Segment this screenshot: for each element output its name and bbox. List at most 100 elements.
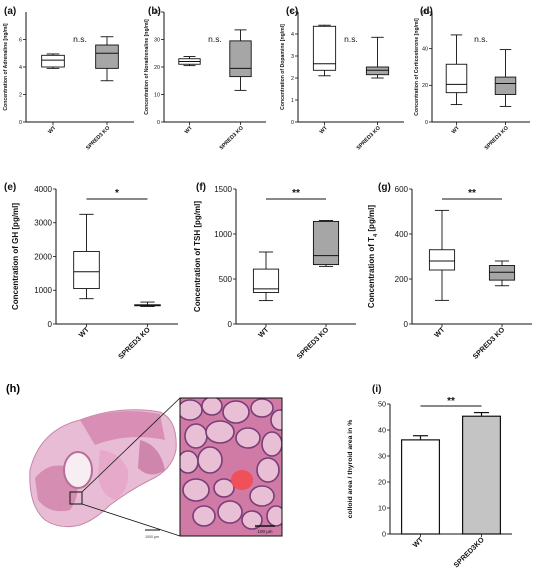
follicle [217,500,243,524]
box-body [95,44,119,69]
follicle [266,505,282,527]
zoom-connector-top [81,397,181,493]
significance-label: n.s. [474,34,488,44]
box-wt [178,56,201,67]
y-axis-label: Concentration of GH [pg/ml] [11,203,20,310]
y-tick-label: 4000 [34,185,52,194]
overview-scale-bar-label: 1000 μm [145,535,159,539]
y-axis-label: Concentration of T4 [pg/ml] [367,205,379,308]
box-body [428,249,456,271]
y-tick-label: 50 [378,400,386,409]
histology-zoom-image: 100 μm [179,397,283,537]
y-tick-label: 40 [154,10,160,16]
y-axis-label-text: Concentration of Noradrenaline [ng/ml] [144,19,150,115]
y-tick-label: 2 [291,76,294,82]
follicle [256,457,280,483]
follicle [235,427,261,449]
y-tick-label: 600 [395,185,409,194]
box-body [312,25,337,71]
significance-label: ** [468,188,476,199]
category-label: SPRED3 KO [356,125,382,151]
category-label: SPRED3 KO [116,325,152,361]
box-wt [312,24,337,77]
charts-layer: (a) 0 2 4 6 Concentration of Adrenaline [ng/m… [3,6,532,569]
panel-label-h: (h) [6,383,20,395]
histology-panel: (h) 1000 μm 100 μm [6,383,283,539]
box-body [252,268,280,293]
box-wt [41,53,65,69]
box-spred3-ko [494,49,517,107]
y-tick-label: 3000 [34,219,52,228]
follicle [184,423,208,449]
category-label: WT [256,325,271,340]
follicle [222,400,250,424]
box-spred3-ko [312,220,340,267]
y-tick-label: 2000 [34,252,52,261]
significance-label: n.s. [208,34,222,44]
y-axis-label-text: Concentration of Adrenaline [ng/ml] [3,23,9,111]
chart-panel-i: (i) 0 10 20 30 40 50 colloid area / thyroid are… [347,384,512,569]
y-tick-label: 0 [228,320,233,329]
box-wt [445,34,468,106]
y-tick-label: 60 [422,10,428,16]
y-tick-label: 20 [154,65,160,71]
box-body [445,63,468,94]
y-tick-label: 0 [157,120,160,126]
box-spred3-ko [134,301,161,307]
box-wt [428,209,456,301]
box-body [229,40,252,78]
follicle [197,446,223,474]
y-axis-label-text: Concentration of GH [pg/ml] [11,203,20,310]
y-axis-label-unit: [pg/ml] [367,205,376,234]
bar-wt [400,439,441,535]
y-axis-label: Concentration of TSH [pg/ml] [193,201,202,312]
y-axis-label-sub: 4 [373,233,379,237]
panel-label: (e) [4,182,16,193]
y-tick-label: 20 [378,478,386,487]
colloid-highlight [231,470,253,490]
y-axis-label-text: Concentration of Corticosterone [ng/ml] [414,18,420,116]
chart-panel-c: (c) 0 1 2 3 4 5 Concentration of Dopamine [ng/m… [280,6,404,151]
panel-label: (d) [420,6,433,17]
panel-label: (a) [4,6,16,17]
y-axis-label-text: Concentration of TSH [pg/ml] [193,201,202,312]
chart-panel-a: (a) 0 2 4 6 Concentration of Adrenaline [ng/m… [3,6,134,151]
follicle [182,478,210,502]
y-tick-label: 1000 [34,286,52,295]
y-tick-label: 200 [395,275,409,284]
category-label: SPRED3 KO [484,125,510,151]
follicle [192,505,216,527]
bar-spred3ko [461,415,502,535]
y-axis-label-text: Concentration of Dopamine [ng/ml] [280,24,286,110]
inset-scale-bar-label: 100 μm [257,529,272,534]
follicle [180,450,199,474]
panel-label: (g) [378,182,391,193]
y-tick-label: 0 [291,120,294,126]
y-tick-label: 0 [382,530,386,539]
y-tick-label: 500 [219,275,233,284]
y-tick-label: 40 [422,47,428,53]
y-tick-label: 30 [154,37,160,43]
box-body [494,76,517,95]
significance-label: n.s. [73,34,87,44]
histology-overview-image: 1000 μm [18,398,180,539]
category-label: WT [451,125,462,136]
box-body [488,265,516,281]
y-tick-label: 20 [422,83,428,89]
y-tick-label: 5 [291,10,294,16]
chart-panel-g: (g) 0 200 400 600 Concentration of T4 [pg/ml]… [367,182,532,361]
box-body [365,66,390,76]
y-tick-label: 6 [19,37,22,43]
category-label: SPRED3 KO [471,325,507,361]
category-label: WT [47,125,58,136]
category-label: SPRED3 KO [219,125,245,151]
follicle [180,399,203,421]
category-label: SPRED3KO [452,535,487,570]
category-label: WT [184,125,195,136]
chart-panel-e: (e) 0 1000 2000 3000 4000 Concentration of GH … [4,182,178,361]
significance-label: ** [292,188,300,199]
category-label: WT [432,325,447,340]
y-tick-label: 1000 [214,230,232,239]
